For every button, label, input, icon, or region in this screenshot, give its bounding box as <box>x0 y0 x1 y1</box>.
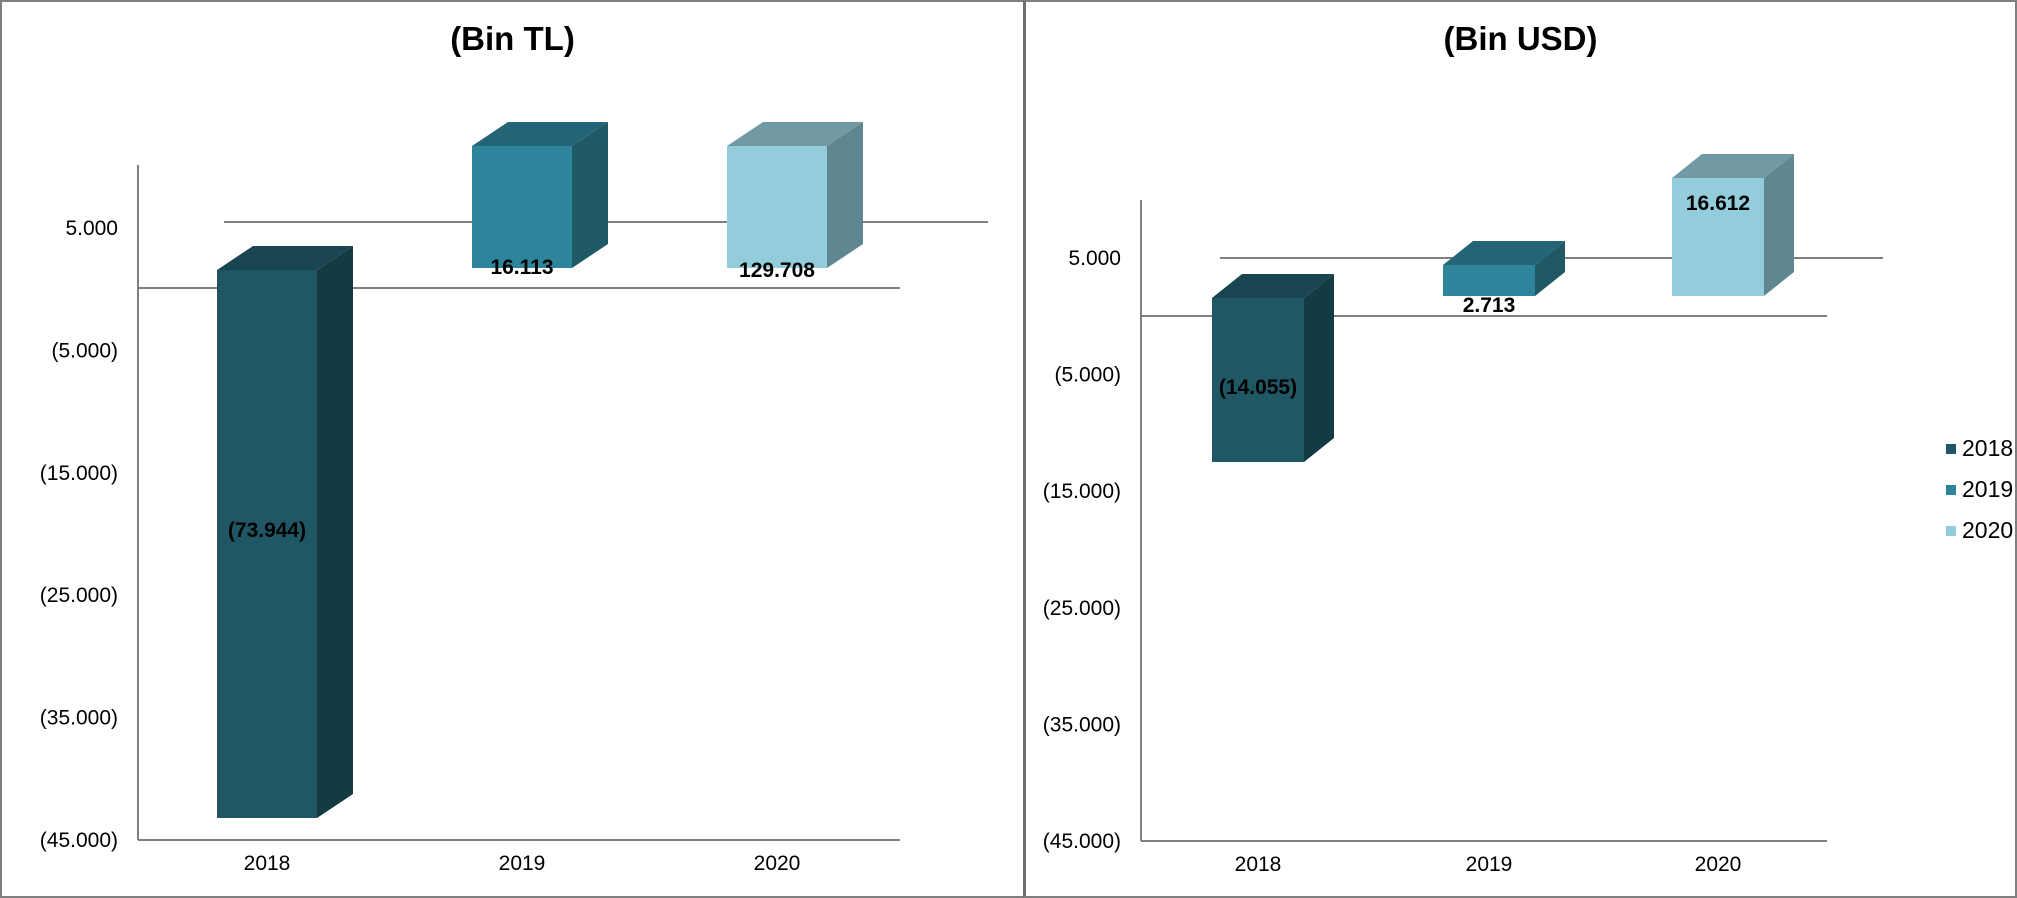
y-tick-label: (5.000) <box>1054 364 1121 387</box>
y-tick-label: (35.000) <box>40 707 118 730</box>
y-tick-label: (35.000) <box>1043 713 1121 736</box>
x-tick-label-2018: 2018 <box>244 852 291 875</box>
y-tick-label: 5.000 <box>1068 247 1121 270</box>
bar-top <box>472 122 608 146</box>
bar-front <box>472 146 572 268</box>
data-label-2019: 2.713 <box>1463 294 1516 317</box>
bar-2019 <box>472 122 608 268</box>
bar-side <box>827 122 863 268</box>
y-tick-label: (15.000) <box>40 462 118 485</box>
bar-top <box>1672 154 1794 178</box>
chart-title-tl: (Bin TL) <box>450 20 575 57</box>
bar-side <box>1764 154 1794 296</box>
bar-front <box>1212 298 1304 462</box>
bar-side <box>317 246 353 818</box>
data-label-2020: 129.708 <box>739 259 815 282</box>
chart-panel-usd: (Bin USD) 5.000 (5.000) (15.000) (25.000) (3… <box>1023 0 2017 898</box>
bar-top <box>727 122 863 146</box>
bar-2019 <box>1443 241 1565 296</box>
chart-title-usd: (Bin USD) <box>1443 20 1598 57</box>
bar-chart-usd: 5.000 (5.000) (15.000) (25.000) (35.000) (45.… <box>1043 154 1883 876</box>
legend-item-2020: 2020 <box>1946 510 2013 551</box>
y-tick-label: (25.000) <box>1043 597 1121 620</box>
legend-swatch <box>1946 484 1956 495</box>
legend-label: 2018 <box>1962 435 2014 461</box>
bar-side <box>1304 274 1334 462</box>
bar-top <box>217 246 353 270</box>
bar-2020 <box>727 122 863 268</box>
x-tick-label-2019: 2019 <box>1466 853 1513 876</box>
legend-label: 2019 <box>1962 476 2014 502</box>
legend-swatch <box>1946 525 1956 536</box>
x-tick-label-2020: 2020 <box>1695 853 1742 876</box>
y-tick-label: (45.000) <box>40 829 118 852</box>
bar-side <box>572 122 608 268</box>
data-label-2018: (14.055) <box>1219 376 1297 399</box>
y-tick-label: 5.000 <box>65 217 118 240</box>
y-tick-label: (5.000) <box>51 339 118 362</box>
legend-label: 2020 <box>1962 517 2014 543</box>
bar-2020 <box>1672 154 1794 296</box>
bar-front <box>727 146 827 268</box>
bar-chart-tl: 5.000 (5.000) (15.000) (25.000) (35.000) (45.… <box>40 122 988 875</box>
bar-front <box>1672 178 1764 296</box>
bar-2018 <box>217 246 353 818</box>
x-tick-label-2020: 2020 <box>754 852 801 875</box>
bar-front <box>217 270 317 818</box>
y-tick-label: (15.000) <box>1043 480 1121 503</box>
legend-item-2018: 2018 <box>1946 428 2013 469</box>
x-tick-label-2019: 2019 <box>499 852 546 875</box>
bar-top <box>1212 274 1334 298</box>
x-tick-label-2018: 2018 <box>1235 853 1282 876</box>
bar-top <box>1443 241 1565 265</box>
bar-2018 <box>1212 274 1334 462</box>
data-label-2018: (73.944) <box>228 519 306 542</box>
legend-item-2019: 2019 <box>1946 469 2013 510</box>
legend: 2018 2019 2020 <box>1946 428 2013 551</box>
y-tick-label: (25.000) <box>40 584 118 607</box>
legend-swatch <box>1946 443 1956 454</box>
chart-panel-tl: (Bin TL) 5.000 (5.000) (15.000) (25.000) (35… <box>0 0 1023 898</box>
y-tick-label: (45.000) <box>1043 830 1121 853</box>
bar-front <box>1443 265 1535 296</box>
bar-side <box>1535 241 1565 296</box>
data-label-2020: 16.612 <box>1686 192 1750 215</box>
data-label-2019: 16.113 <box>490 256 553 279</box>
